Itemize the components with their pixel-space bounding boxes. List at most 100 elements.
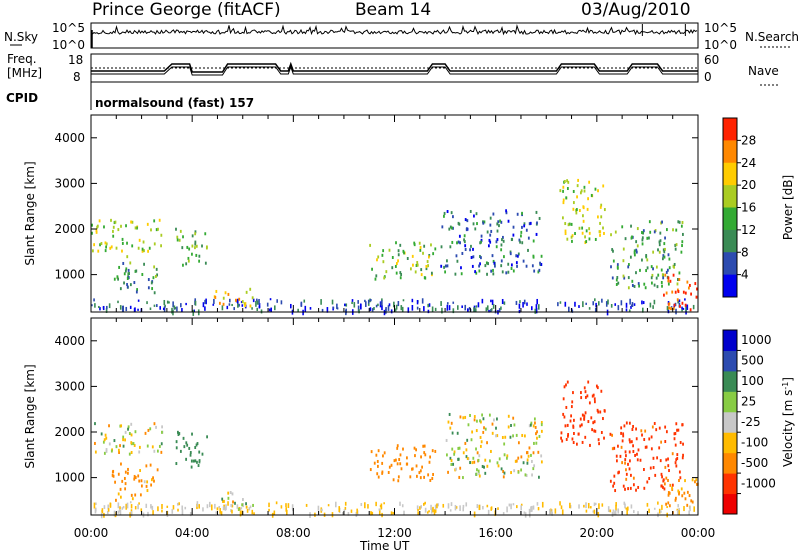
echo-cell — [635, 248, 638, 252]
echo-cell — [617, 281, 620, 285]
echo-cell — [682, 307, 685, 310]
echo-cell — [662, 276, 665, 280]
echo-cell — [628, 421, 631, 425]
echo-cell — [102, 440, 105, 444]
echo-cell — [131, 497, 134, 501]
echo-cell — [625, 302, 628, 308]
echo-cell — [662, 478, 665, 482]
echo-cell — [137, 246, 140, 250]
echo-cell — [582, 301, 584, 308]
echo-cell — [573, 431, 575, 435]
echo-cell — [190, 459, 193, 463]
echo-cell — [423, 475, 426, 479]
echo-cell — [594, 187, 597, 191]
echo-cell — [436, 503, 438, 509]
echo-cell — [109, 502, 112, 507]
echo-cell — [482, 417, 485, 421]
echo-cell — [652, 456, 655, 460]
echo-cell — [370, 450, 373, 454]
echo-cell — [450, 459, 453, 463]
echo-cell — [273, 510, 276, 515]
echo-cell — [503, 471, 506, 475]
echo-cell — [414, 270, 417, 274]
echo-cell — [174, 306, 177, 310]
freq-panel-frame — [90, 53, 699, 83]
echo-cell — [515, 433, 518, 437]
echo-cell — [520, 468, 523, 472]
echo-cell — [463, 238, 465, 242]
echo-cell — [304, 305, 307, 312]
echo-cell — [579, 417, 582, 421]
echo-cell — [450, 421, 453, 425]
echo-cell — [132, 442, 135, 446]
echo-cell — [136, 288, 139, 292]
echo-cell — [489, 223, 492, 227]
echo-cell — [280, 300, 283, 305]
echo-cell — [509, 435, 512, 439]
echo-cell — [521, 211, 523, 215]
echo-cell — [185, 457, 188, 461]
echo-cell — [143, 480, 146, 484]
echo-cell — [488, 238, 491, 242]
echo-cell — [428, 303, 431, 307]
echo-cell — [492, 268, 494, 272]
echo-cell — [241, 503, 244, 507]
echo-cell — [520, 455, 523, 459]
echo-cell — [221, 305, 224, 311]
echo-cell — [501, 238, 503, 242]
echo-cell — [488, 459, 491, 463]
echo-cell — [535, 232, 538, 236]
echo-cell — [112, 234, 115, 238]
echo-cell — [624, 237, 627, 241]
echo-cell — [150, 483, 153, 487]
echo-cell — [681, 456, 684, 460]
echo-cell — [610, 233, 612, 237]
echo-cell — [375, 453, 378, 457]
echo-cell — [551, 511, 553, 516]
echo-cell — [566, 237, 569, 241]
echo-cell — [253, 512, 255, 516]
echo-cell — [485, 261, 488, 265]
echo-cell — [137, 299, 140, 302]
echo-cell — [644, 286, 647, 290]
echo-cell — [535, 441, 538, 445]
echo-cell — [239, 508, 242, 511]
echo-cell — [130, 450, 133, 454]
echo-cell — [433, 509, 436, 515]
colorbar-segment — [723, 229, 737, 253]
echo-cell — [629, 459, 631, 463]
echo-cell — [375, 304, 378, 308]
echo-cell — [194, 246, 196, 250]
echo-cell — [615, 278, 618, 282]
echo-cell — [663, 482, 666, 486]
echo-cell — [525, 264, 528, 268]
echo-cell — [585, 509, 588, 513]
echo-cell — [471, 430, 474, 434]
echo-cell — [668, 469, 670, 473]
colorbar-segment — [723, 252, 737, 276]
echo-cell — [594, 298, 596, 302]
echo-cell — [660, 268, 663, 272]
echo-cell — [175, 462, 178, 466]
echo-cell — [112, 229, 114, 233]
echo-cell — [507, 270, 510, 274]
echo-cell — [665, 291, 668, 295]
echo-cell — [507, 425, 510, 429]
echo-cell — [541, 501, 544, 508]
echo-cell — [585, 502, 587, 509]
echo-cell — [159, 306, 162, 310]
echo-cell — [140, 508, 143, 512]
echo-cell — [227, 292, 230, 296]
echo-cell — [105, 242, 108, 246]
echo-cell — [520, 505, 522, 511]
echo-cell — [611, 511, 614, 517]
echo-cell — [464, 247, 467, 251]
echo-cell — [515, 300, 518, 305]
echo-cell — [115, 246, 118, 250]
echo-cell — [620, 300, 623, 306]
echo-cell — [128, 432, 131, 436]
echo-cell — [166, 505, 169, 508]
echo-cell — [440, 264, 443, 268]
echo-cell — [153, 479, 155, 483]
echo-cell — [652, 250, 655, 254]
